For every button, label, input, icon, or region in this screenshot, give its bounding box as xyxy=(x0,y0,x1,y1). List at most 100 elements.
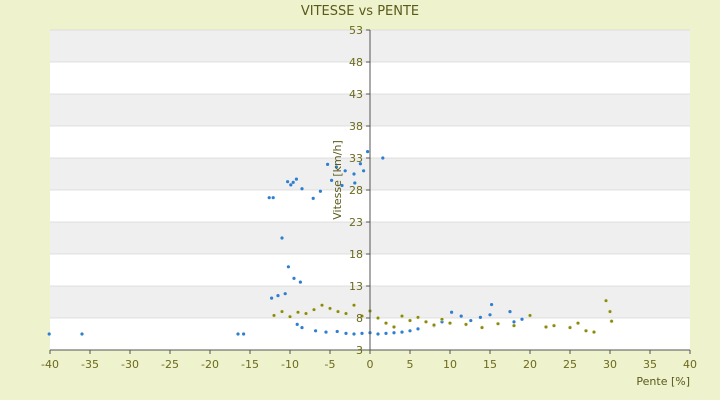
x-axis-title: Pente [%] xyxy=(636,375,690,388)
data-point xyxy=(327,306,333,311)
y-tick-label: 38 xyxy=(349,120,363,133)
x-tick-label: -15 xyxy=(241,358,259,371)
data-point xyxy=(292,276,296,280)
data-point xyxy=(366,150,370,154)
y-tick-label: 23 xyxy=(349,216,363,229)
data-point xyxy=(415,315,421,320)
data-point xyxy=(508,310,512,314)
data-point xyxy=(591,330,597,335)
y-tick-label: 13 xyxy=(349,280,363,293)
x-tick-label: -5 xyxy=(325,358,336,371)
x-tick-label: 20 xyxy=(523,358,537,371)
data-point xyxy=(286,265,290,269)
data-point xyxy=(408,329,412,333)
data-point xyxy=(271,313,277,318)
data-point xyxy=(391,324,397,330)
data-point xyxy=(80,332,84,336)
data-point xyxy=(353,181,357,185)
x-tick-label: 25 xyxy=(563,358,577,371)
data-point xyxy=(362,169,366,173)
data-point xyxy=(439,317,445,322)
data-point xyxy=(376,332,380,336)
data-point xyxy=(416,327,420,331)
y-tick-label: 8 xyxy=(356,312,363,325)
data-point xyxy=(567,325,573,330)
data-point xyxy=(343,169,347,173)
data-point xyxy=(295,310,301,315)
data-point xyxy=(392,331,396,335)
data-point xyxy=(267,196,271,200)
axes: -40 -35 -30 -25 -20 -15 -10 -5 0 5 10 15 20 25 30 35 40 3… xyxy=(41,24,697,371)
x-tick-label: -20 xyxy=(201,358,219,371)
data-point xyxy=(289,183,293,187)
y-axis-title: Vitesse [km/h] xyxy=(331,140,344,220)
data-point xyxy=(609,319,614,324)
data-point xyxy=(463,322,469,327)
data-point xyxy=(311,196,315,200)
data-point xyxy=(495,321,501,326)
data-point xyxy=(450,310,454,314)
data-point xyxy=(326,162,330,166)
x-tick-label: 35 xyxy=(643,358,657,371)
data-point xyxy=(287,314,293,319)
data-point xyxy=(324,330,328,334)
data-point xyxy=(335,329,339,334)
y-tick-label: 43 xyxy=(349,88,363,101)
plot-points xyxy=(47,150,614,336)
data-point xyxy=(343,311,349,316)
x-tick-label: 30 xyxy=(603,358,617,371)
data-point xyxy=(286,180,290,184)
data-point xyxy=(319,303,325,308)
data-point xyxy=(478,315,482,319)
data-point xyxy=(291,180,295,184)
data-point xyxy=(359,314,365,319)
data-point xyxy=(423,319,429,324)
data-point xyxy=(47,332,51,336)
data-point xyxy=(551,323,557,328)
data-point xyxy=(311,307,317,312)
data-point xyxy=(490,302,494,307)
data-point xyxy=(583,328,589,333)
data-point xyxy=(607,309,613,314)
data-point xyxy=(520,317,524,321)
data-point xyxy=(431,322,437,328)
data-point xyxy=(340,183,344,188)
data-point xyxy=(543,324,549,330)
data-point xyxy=(383,321,389,326)
data-point xyxy=(459,314,463,318)
x-tick-label: 0 xyxy=(367,358,374,371)
data-point xyxy=(270,296,274,300)
data-point xyxy=(236,332,240,336)
chart-title: VITESSE vs PENTE xyxy=(301,4,419,19)
data-point xyxy=(276,294,280,298)
data-point xyxy=(303,311,309,316)
data-point xyxy=(271,196,275,200)
data-point xyxy=(298,280,302,284)
y-tick-label: 18 xyxy=(349,248,363,261)
data-point xyxy=(314,329,318,333)
data-point xyxy=(300,187,304,191)
y-tick-label: 28 xyxy=(349,184,363,197)
data-point xyxy=(358,162,362,166)
data-point xyxy=(352,332,356,336)
data-point xyxy=(360,331,364,335)
data-point xyxy=(283,292,287,296)
y-tick-label: 3 xyxy=(356,344,363,357)
x-tick-label: 15 xyxy=(483,358,497,371)
y-tick-label: 53 xyxy=(349,24,363,37)
data-point xyxy=(351,303,357,308)
x-tick-label: 10 xyxy=(443,358,457,371)
data-point xyxy=(512,320,516,324)
data-point xyxy=(242,332,246,336)
data-point xyxy=(300,326,304,330)
data-point xyxy=(279,309,285,314)
x-tick-label: -35 xyxy=(81,358,99,371)
data-point xyxy=(294,177,298,181)
data-point xyxy=(407,318,413,323)
data-point xyxy=(400,330,404,334)
x-tick-label: -10 xyxy=(281,358,299,371)
x-tick-label: -40 xyxy=(41,358,59,371)
data-point xyxy=(295,322,299,326)
